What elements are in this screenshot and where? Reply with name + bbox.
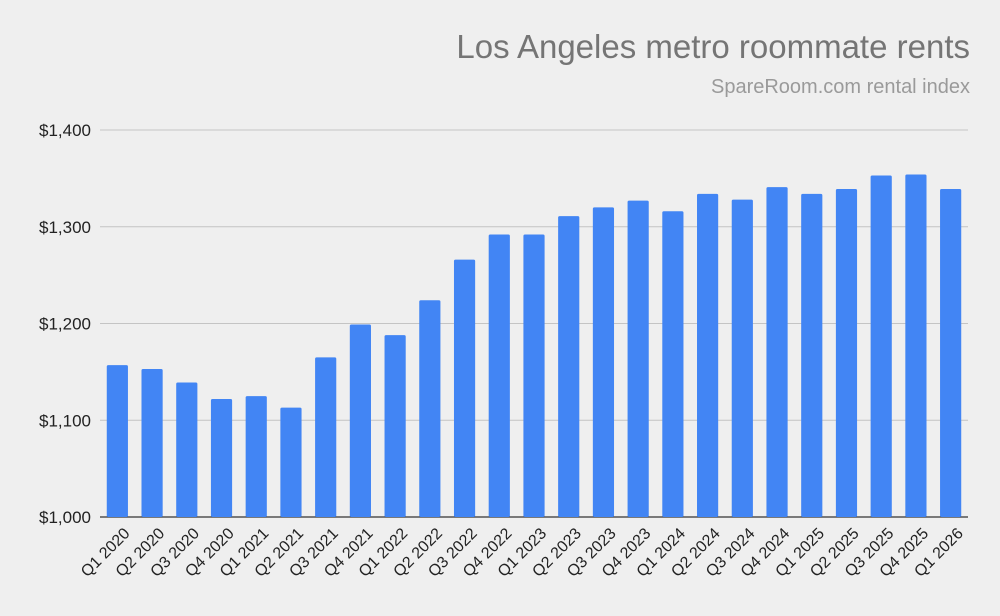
bar (280, 407, 302, 517)
y-tick-label: $1,300 (39, 218, 91, 237)
bar (176, 382, 198, 517)
bar (627, 200, 649, 517)
bar (210, 398, 233, 517)
bar (766, 187, 788, 517)
bar (488, 234, 510, 518)
y-tick-label: $1,100 (39, 411, 91, 430)
y-tick-label: $1,200 (39, 315, 91, 334)
bar (349, 324, 371, 517)
bar (835, 189, 858, 517)
bar (731, 199, 753, 517)
bar (558, 216, 580, 518)
bar (697, 193, 719, 518)
y-tick-label: $1,000 (39, 508, 91, 527)
bar (106, 365, 128, 517)
bar (870, 175, 892, 517)
chart-title: Los Angeles metro roommate rents (456, 28, 970, 65)
bar (523, 234, 545, 518)
chart-subtitle: SpareRoom.com rental index (710, 76, 970, 98)
bar (384, 335, 406, 517)
bar (245, 396, 267, 517)
bar (905, 174, 927, 517)
bar (592, 207, 615, 517)
bar (801, 193, 823, 518)
bar (419, 300, 441, 517)
bar (453, 259, 476, 517)
bar (940, 189, 962, 517)
bar (141, 368, 163, 517)
bar (315, 357, 337, 517)
y-tick-label: $1,400 (39, 121, 91, 140)
bar (662, 211, 684, 517)
